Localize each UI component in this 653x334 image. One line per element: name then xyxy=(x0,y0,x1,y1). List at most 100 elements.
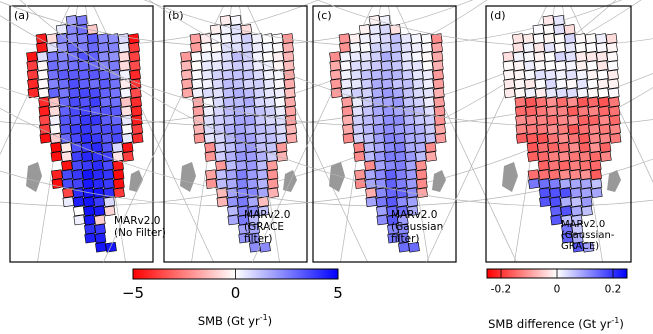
grid-cell xyxy=(596,60,609,72)
grid-cell xyxy=(78,87,91,99)
grid-cell xyxy=(70,133,82,144)
grid-cell xyxy=(404,142,416,153)
grid-cell xyxy=(415,160,427,171)
grid-cell xyxy=(598,123,611,135)
grid-cell xyxy=(264,123,277,135)
grid-cell xyxy=(557,133,570,144)
grid-cell xyxy=(424,133,437,144)
grid-cell xyxy=(545,87,558,99)
grid-cell xyxy=(272,42,284,53)
grid-cell xyxy=(248,223,260,235)
grid-cell xyxy=(401,60,413,72)
grid-cell xyxy=(402,96,415,108)
grid-cell xyxy=(51,169,63,180)
grid-cell xyxy=(201,69,213,81)
grid-cell xyxy=(391,60,403,72)
grid-cell xyxy=(382,114,395,126)
grid-cell xyxy=(376,214,389,226)
grid-cell xyxy=(396,196,408,208)
grid-cell xyxy=(209,24,222,35)
grid-cell xyxy=(402,87,414,99)
grid-cell xyxy=(109,96,122,108)
grid-cell xyxy=(200,42,212,53)
grid-cell xyxy=(606,51,619,62)
grid-cell xyxy=(607,87,620,99)
grid-cell xyxy=(396,205,409,217)
grid-cell xyxy=(411,51,423,62)
grid-cell xyxy=(597,78,609,90)
grid-cell xyxy=(590,178,603,190)
grid-cell xyxy=(380,60,393,72)
grid-cell xyxy=(66,33,79,44)
grid-cell xyxy=(360,78,373,90)
grid-cell xyxy=(575,60,588,72)
grid-cell xyxy=(542,15,555,26)
grid-cell xyxy=(233,114,246,126)
grid-cell xyxy=(339,60,352,72)
grid-cell xyxy=(389,24,402,35)
grid-cell xyxy=(248,232,261,244)
grid-cell xyxy=(379,33,392,44)
grid-cell xyxy=(588,114,600,126)
grid-cell xyxy=(431,51,444,62)
grid-cell xyxy=(412,96,425,108)
grid-cell xyxy=(58,87,70,99)
grid-cell xyxy=(569,169,582,180)
grid-cell xyxy=(78,69,90,81)
grid-cell xyxy=(231,51,243,62)
grid-cell xyxy=(73,214,86,226)
grid-cell xyxy=(92,178,105,190)
grid-cell xyxy=(570,205,583,217)
grid-cell xyxy=(597,87,610,99)
panel-a-frame xyxy=(9,5,154,263)
grid-cell xyxy=(26,60,39,72)
grid-cell xyxy=(372,123,385,135)
grid-cell xyxy=(400,42,413,53)
grid-cell xyxy=(422,69,434,81)
land-patch xyxy=(26,162,42,192)
grid-cell xyxy=(253,87,265,99)
grid-cell xyxy=(392,105,405,117)
grid-cell xyxy=(76,24,88,35)
grid-cell xyxy=(386,214,399,226)
grid-cell xyxy=(351,105,364,117)
grid-cell xyxy=(83,205,95,217)
grid-cell xyxy=(38,96,50,108)
grid-cell xyxy=(251,51,264,62)
grid-cell xyxy=(370,60,383,72)
grid-cell xyxy=(547,133,559,144)
grid-cell xyxy=(87,51,100,62)
grid-cell xyxy=(533,60,546,72)
grid-cell xyxy=(193,133,206,144)
grid-cell xyxy=(67,60,80,72)
grid-cell xyxy=(223,114,236,126)
grid-cell xyxy=(67,51,79,62)
grid-cell xyxy=(38,114,51,126)
grid-cell xyxy=(252,60,264,72)
grid-cell xyxy=(46,51,59,62)
grid-cell xyxy=(413,114,426,126)
grid-cell xyxy=(513,78,526,90)
grid-cell xyxy=(80,133,93,144)
grid-cell xyxy=(408,241,420,253)
grid-cell xyxy=(385,178,397,190)
grid-cell xyxy=(401,78,414,90)
panel-b-annotation-line3: filter) xyxy=(244,233,273,245)
grid-cell xyxy=(60,133,72,144)
grid-cell xyxy=(256,178,269,190)
grid-cell xyxy=(543,33,555,44)
grid-cell xyxy=(118,51,130,62)
grid-cell xyxy=(35,33,48,44)
grid-cell xyxy=(568,142,581,153)
grid-cell xyxy=(201,78,214,90)
grid-cell xyxy=(533,42,545,53)
grid-cell xyxy=(553,15,565,26)
grid-cell xyxy=(246,187,259,199)
grid-cell xyxy=(90,133,103,144)
grid-cell xyxy=(66,42,79,53)
grid-cell xyxy=(204,151,217,162)
grid-cell xyxy=(98,78,111,90)
grid-cell xyxy=(39,123,51,135)
grid-cell xyxy=(420,33,433,44)
grid-cell xyxy=(567,123,580,135)
